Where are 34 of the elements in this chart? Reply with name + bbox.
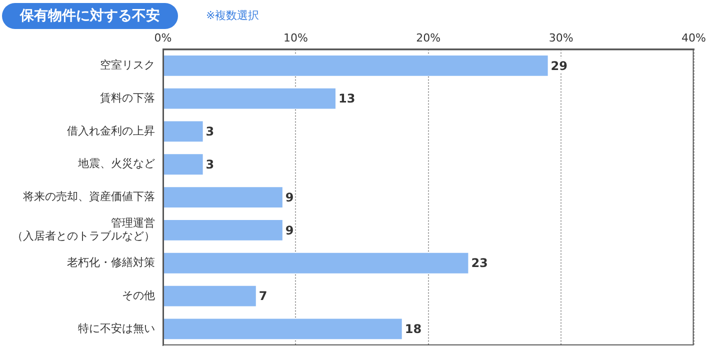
y-tick-label: 地震、火災など: [77, 157, 155, 170]
data-label: 7: [258, 289, 268, 304]
chart-subtitle: ※複数選択: [206, 8, 260, 23]
bar: [164, 88, 336, 109]
x-tick-label: 30%: [548, 31, 574, 44]
data-label: 9: [285, 223, 294, 238]
y-tick-label: 賃料の下落: [100, 91, 155, 104]
data-label: 18: [404, 322, 422, 336]
x-tick-label: 0%: [154, 31, 172, 44]
bar: [164, 121, 203, 142]
data-label: 23: [471, 256, 488, 270]
data-label: 29: [550, 58, 568, 73]
data-label: 3: [206, 124, 214, 139]
bar: [164, 318, 402, 340]
y-tick-label: 借入れ金利の上昇: [67, 124, 155, 138]
bar: [164, 154, 203, 175]
data-label: 9: [285, 190, 294, 204]
data-label: 3: [206, 158, 214, 172]
bar: [164, 286, 256, 306]
y-tick-label: 空室リスク: [100, 58, 155, 72]
y-tick-label: 管理運営（入居者とのトラブルなど）: [12, 216, 155, 243]
chart-title: 保有物件に対する不安: [2, 3, 178, 29]
y-tick-label: 特に不安は無い: [78, 322, 155, 335]
bar: [164, 55, 548, 76]
x-tick-label: 20%: [416, 31, 441, 44]
y-tick-label: 将来の売却、資産価値下落: [22, 190, 155, 204]
x-tick-label: 40%: [682, 31, 706, 44]
bar: [164, 252, 468, 274]
bar: [164, 220, 282, 240]
x-tick-label: 10%: [283, 31, 308, 44]
bar: [164, 187, 282, 208]
y-tick-label: その他: [122, 288, 155, 302]
y-tick-label: 老朽化・修繕対策: [67, 256, 155, 269]
data-label: 13: [338, 92, 356, 106]
